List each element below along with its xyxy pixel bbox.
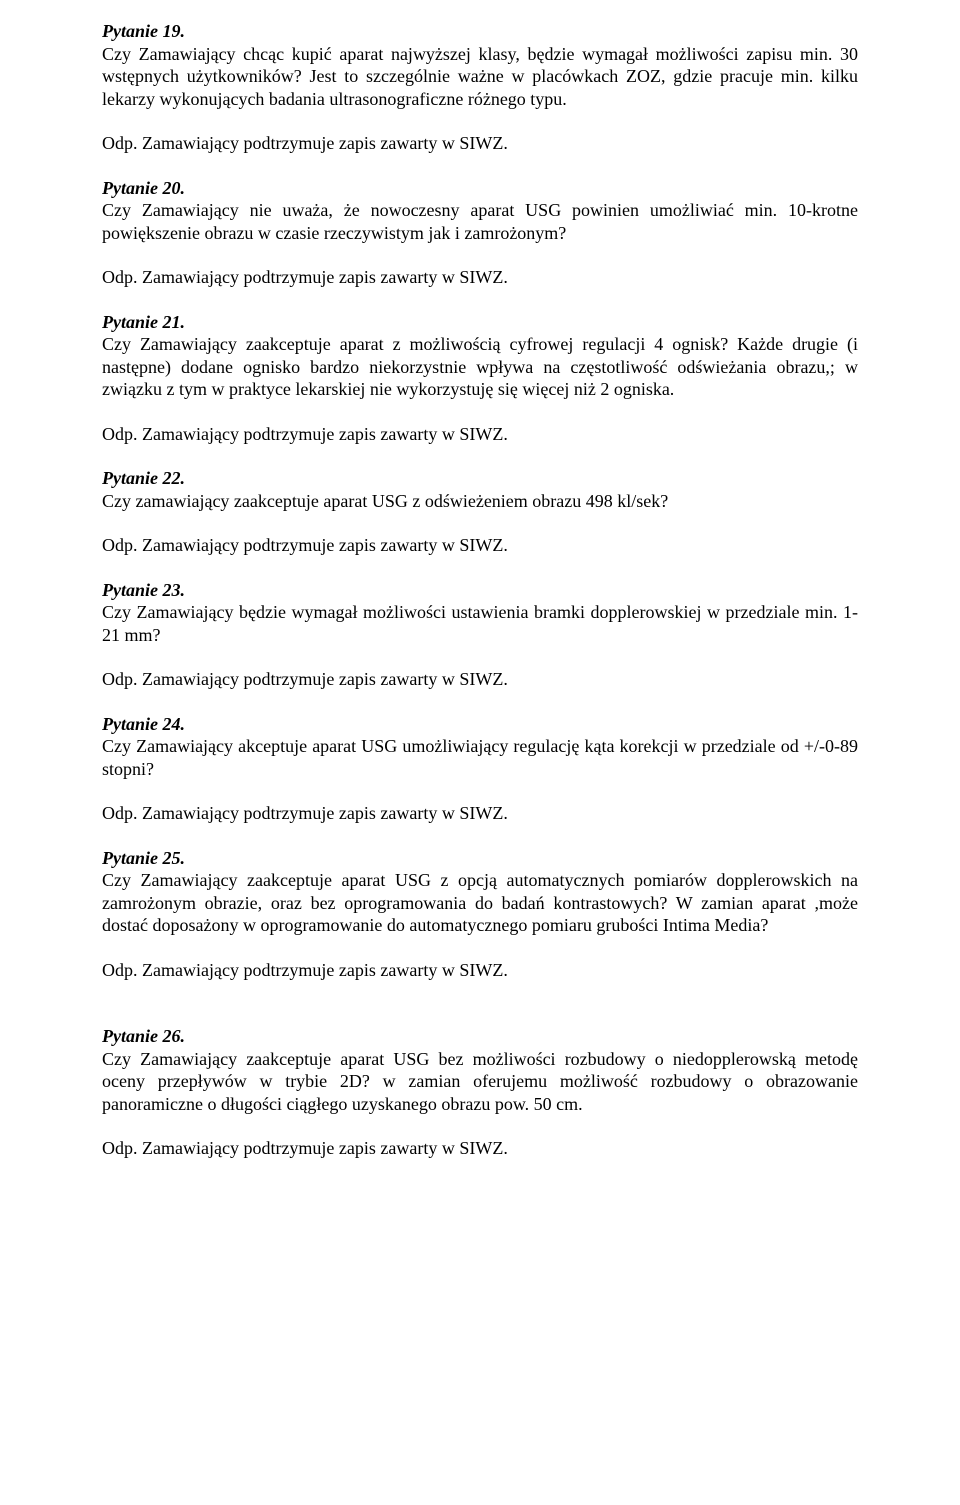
question-heading: Pytanie 22. — [102, 467, 858, 490]
question-heading: Pytanie 26. — [102, 1025, 858, 1048]
document-page: Pytanie 19. Czy Zamawiający chcąc kupić … — [0, 0, 960, 1210]
question-heading: Pytanie 19. — [102, 20, 858, 43]
paragraph-gap — [102, 937, 858, 959]
question-heading: Pytanie 21. — [102, 311, 858, 334]
question-body: Czy Zamawiający chcąc kupić aparat najwy… — [102, 43, 858, 111]
question-body: Czy Zamawiający zaakceptuje aparat USG b… — [102, 1048, 858, 1116]
question-heading: Pytanie 25. — [102, 847, 858, 870]
question-body: Czy Zamawiający akceptuje aparat USG umo… — [102, 735, 858, 780]
paragraph-gap — [102, 155, 858, 177]
question-heading: Pytanie 20. — [102, 177, 858, 200]
question-heading: Pytanie 24. — [102, 713, 858, 736]
paragraph-gap — [102, 512, 858, 534]
question-answer: Odp. Zamawiający podtrzymuje zapis zawar… — [102, 266, 858, 289]
paragraph-gap — [102, 557, 858, 579]
paragraph-gap — [102, 401, 858, 423]
paragraph-gap — [102, 244, 858, 266]
question-body: Czy zamawiający zaakceptuje aparat USG z… — [102, 490, 858, 513]
paragraph-gap — [102, 981, 858, 1003]
question-answer: Odp. Zamawiający podtrzymuje zapis zawar… — [102, 959, 858, 982]
paragraph-gap — [102, 110, 858, 132]
question-body: Czy Zamawiający zaakceptuje aparat USG z… — [102, 869, 858, 937]
question-body: Czy Zamawiający nie uważa, że nowoczesny… — [102, 199, 858, 244]
question-body: Czy Zamawiający zaakceptuje aparat z moż… — [102, 333, 858, 401]
paragraph-gap — [102, 1115, 858, 1137]
question-heading: Pytanie 23. — [102, 579, 858, 602]
paragraph-gap — [102, 1003, 858, 1025]
question-answer: Odp. Zamawiający podtrzymuje zapis zawar… — [102, 668, 858, 691]
paragraph-gap — [102, 646, 858, 668]
question-answer: Odp. Zamawiający podtrzymuje zapis zawar… — [102, 802, 858, 825]
paragraph-gap — [102, 825, 858, 847]
question-answer: Odp. Zamawiający podtrzymuje zapis zawar… — [102, 1137, 858, 1160]
paragraph-gap — [102, 780, 858, 802]
question-answer: Odp. Zamawiający podtrzymuje zapis zawar… — [102, 534, 858, 557]
question-body: Czy Zamawiający będzie wymagał możliwośc… — [102, 601, 858, 646]
paragraph-gap — [102, 289, 858, 311]
question-answer: Odp. Zamawiający podtrzymuje zapis zawar… — [102, 423, 858, 446]
paragraph-gap — [102, 691, 858, 713]
paragraph-gap — [102, 445, 858, 467]
question-answer: Odp. Zamawiający podtrzymuje zapis zawar… — [102, 132, 858, 155]
